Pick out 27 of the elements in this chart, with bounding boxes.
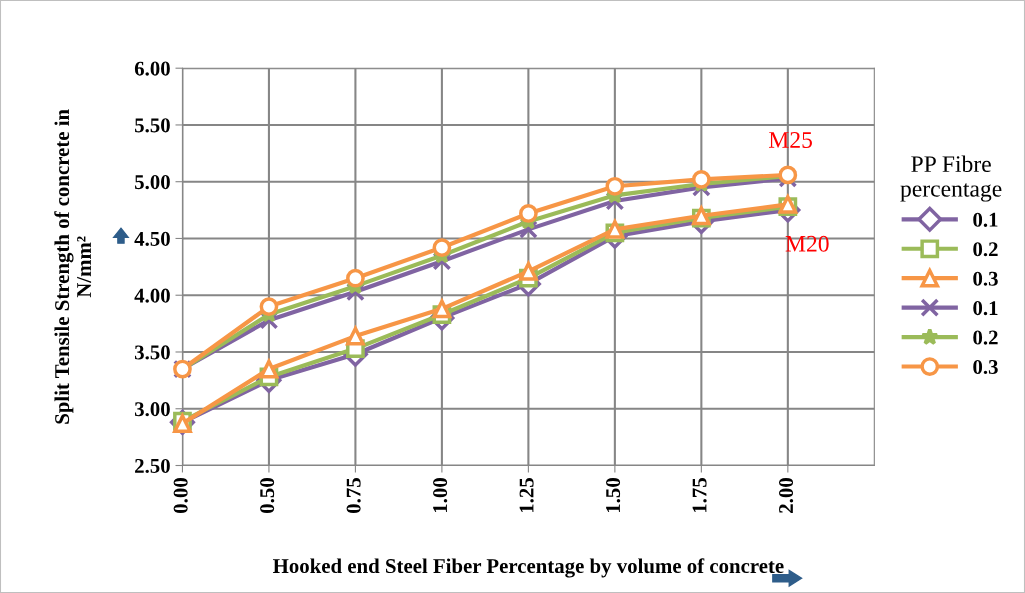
legend-label: 0.3 [973, 359, 998, 375]
legend-title: PP Fibre percentage [900, 155, 1002, 202]
y-axis-title: Split Tensile Strength of concrete in N/mm² [54, 109, 92, 424]
x-tick-label: 1.50 [606, 478, 621, 513]
y-tick-label: 4.00 [134, 288, 170, 303]
y-tick-label: 5.50 [135, 118, 170, 133]
legend-label: 0.1 [973, 212, 998, 227]
y-tick-label: 6.00 [134, 61, 170, 76]
x-tick-label: 0.75 [346, 478, 361, 513]
x-tick-label: 1.75 [692, 478, 707, 513]
x-tick-label: 1.00 [433, 478, 448, 513]
y-tick-label: 4.50 [134, 231, 170, 246]
x-tick-label: 0.50 [260, 478, 275, 513]
y-tick-label: 2.50 [135, 458, 170, 474]
y-tick-label: 3.50 [134, 345, 170, 360]
x-tick-label: 0.00 [173, 478, 188, 513]
x-axis-title: Hooked end Steel Fiber Percentage by volume of concrete [272, 558, 784, 578]
annotation: M20 [785, 235, 829, 252]
legend-label: 0.2 [973, 242, 998, 257]
y-tick-label: 5.00 [135, 175, 170, 190]
x-tick-label: 1.25 [519, 478, 534, 513]
legend-label: 0.3 [973, 271, 998, 286]
y-tick-label: 3.00 [134, 402, 170, 417]
x-tick-label: 2.00 [779, 478, 794, 513]
legend-label: 0.2 [973, 330, 998, 345]
legend-label: 0.1 [973, 301, 998, 316]
annotation: M25 [768, 132, 812, 148]
